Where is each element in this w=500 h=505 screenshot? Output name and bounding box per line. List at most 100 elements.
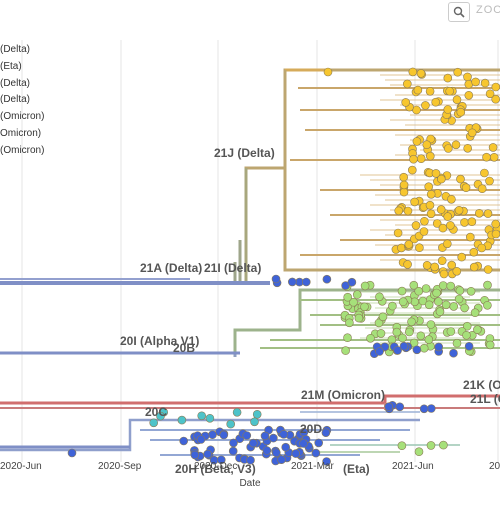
- tip-marker[interactable]: [203, 449, 212, 459]
- tip-marker[interactable]: [375, 347, 384, 356]
- tip-marker[interactable]: [426, 320, 436, 329]
- tip-marker[interactable]: [322, 457, 331, 466]
- tip-marker[interactable]: [474, 209, 484, 218]
- tip-marker[interactable]: [399, 341, 409, 351]
- tip-marker[interactable]: [445, 86, 455, 96]
- tip-marker[interactable]: [485, 89, 495, 99]
- tip-marker[interactable]: [464, 91, 474, 100]
- legend-item[interactable]: (Delta): [0, 94, 31, 106]
- tip-marker[interactable]: [416, 69, 426, 78]
- tip-marker[interactable]: [491, 82, 500, 92]
- tip-marker[interactable]: [491, 219, 500, 229]
- tip-marker[interactable]: [435, 307, 445, 316]
- tip-marker[interactable]: [483, 280, 492, 290]
- tip-marker[interactable]: [67, 448, 77, 458]
- tip-marker[interactable]: [419, 227, 429, 236]
- tip-marker[interactable]: [287, 277, 297, 287]
- tip-marker[interactable]: [467, 128, 477, 138]
- tip-marker[interactable]: [345, 318, 354, 328]
- tip-marker[interactable]: [322, 274, 332, 284]
- tip-marker[interactable]: [467, 217, 477, 226]
- tip-marker[interactable]: [250, 417, 259, 427]
- tip-marker[interactable]: [438, 223, 448, 233]
- tip-marker[interactable]: [397, 286, 407, 296]
- tip-marker[interactable]: [401, 98, 411, 107]
- tip-marker[interactable]: [242, 431, 252, 440]
- tip-marker[interactable]: [477, 184, 487, 193]
- tip-marker[interactable]: [397, 243, 406, 253]
- tip-marker[interactable]: [436, 174, 446, 184]
- tip-marker[interactable]: [483, 209, 493, 218]
- legend-item[interactable]: (Delta): [0, 77, 31, 89]
- tip-marker[interactable]: [443, 105, 453, 114]
- tip-marker[interactable]: [432, 219, 442, 228]
- tip-marker[interactable]: [398, 297, 408, 307]
- tip-marker[interactable]: [420, 217, 429, 226]
- tip-marker[interactable]: [412, 137, 422, 146]
- tip-marker[interactable]: [471, 77, 480, 87]
- tip-marker[interactable]: [321, 428, 331, 438]
- tip-marker[interactable]: [454, 294, 464, 304]
- tip-marker[interactable]: [156, 411, 165, 421]
- tip-marker[interactable]: [271, 448, 281, 458]
- tip-marker[interactable]: [399, 187, 409, 197]
- tip-marker[interactable]: [419, 404, 429, 414]
- tip-marker[interactable]: [393, 228, 403, 238]
- tip-marker[interactable]: [399, 180, 409, 190]
- legend-item[interactable]: (Omicron): [0, 144, 45, 156]
- root-branches[interactable]: [0, 278, 270, 355]
- tip-marker[interactable]: [491, 229, 500, 239]
- tip-marker[interactable]: [352, 290, 362, 299]
- tip-marker[interactable]: [416, 331, 426, 341]
- tip-marker[interactable]: [407, 317, 416, 327]
- tip-marker[interactable]: [291, 449, 301, 458]
- tip-marker[interactable]: [217, 455, 226, 465]
- tip-marker[interactable]: [271, 274, 281, 284]
- tip-marker[interactable]: [281, 442, 291, 452]
- tip-marker[interactable]: [343, 333, 352, 343]
- tip-marker[interactable]: [480, 168, 489, 178]
- tip-marker[interactable]: [409, 154, 418, 164]
- tip-marker[interactable]: [414, 447, 424, 457]
- tip-marker[interactable]: [451, 140, 461, 150]
- tip-marker[interactable]: [393, 346, 402, 355]
- tip-marker[interactable]: [485, 340, 495, 350]
- tip-marker[interactable]: [399, 172, 409, 182]
- tip-marker[interactable]: [465, 232, 475, 242]
- tip-marker[interactable]: [453, 67, 463, 77]
- tip-marker[interactable]: [149, 418, 158, 428]
- legend-item[interactable]: (Eta): [0, 60, 22, 72]
- tip-marker[interactable]: [404, 327, 414, 337]
- tip-marker[interactable]: [196, 435, 206, 444]
- tip-marker[interactable]: [463, 72, 472, 82]
- tip-marker[interactable]: [473, 325, 482, 334]
- tip-marker[interactable]: [323, 67, 333, 77]
- tip-marker[interactable]: [447, 260, 457, 270]
- tip-marker[interactable]: [413, 85, 423, 95]
- tip-marker[interactable]: [488, 143, 498, 152]
- tip-marker[interactable]: [347, 277, 357, 287]
- tip-marker[interactable]: [229, 438, 238, 448]
- tip-marker[interactable]: [392, 327, 402, 337]
- tip-marker[interactable]: [412, 345, 422, 355]
- tip-marker[interactable]: [301, 277, 311, 287]
- tip-marker[interactable]: [360, 281, 370, 291]
- tip-marker[interactable]: [466, 286, 476, 296]
- tip-marker[interactable]: [477, 243, 487, 253]
- tip-marker[interactable]: [426, 441, 436, 450]
- tip-marker[interactable]: [422, 260, 432, 270]
- tip-marker[interactable]: [464, 341, 474, 351]
- tip-marker[interactable]: [483, 265, 493, 274]
- tip-marker[interactable]: [205, 413, 215, 423]
- tip-marker[interactable]: [443, 73, 453, 83]
- tip-marker[interactable]: [249, 438, 258, 448]
- tip-marker[interactable]: [424, 335, 434, 344]
- tip-marker[interactable]: [402, 79, 412, 89]
- tip-marker[interactable]: [246, 455, 255, 465]
- tip-marker[interactable]: [431, 97, 441, 107]
- tip-marker[interactable]: [398, 333, 407, 343]
- tip-marker[interactable]: [456, 107, 466, 117]
- tip-marker[interactable]: [366, 333, 375, 343]
- tip-marker[interactable]: [387, 335, 397, 345]
